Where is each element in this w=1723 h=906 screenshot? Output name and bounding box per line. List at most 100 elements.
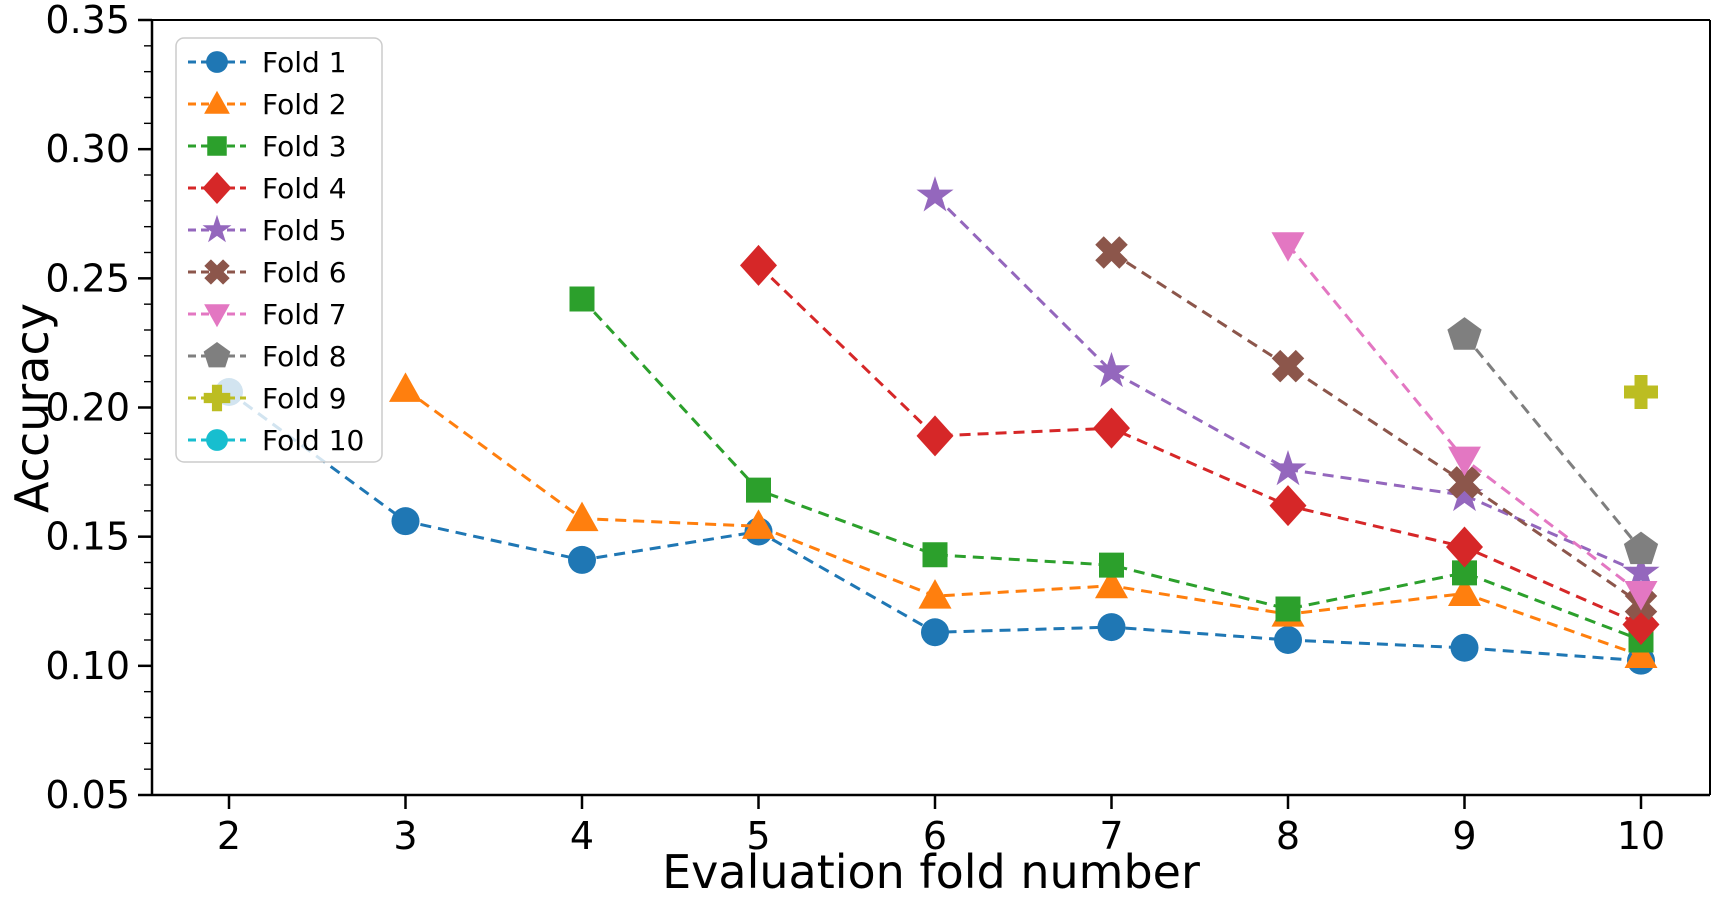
data-point-diamond (1446, 526, 1483, 568)
y-axis-label: Accuracy (5, 303, 59, 513)
legend-item-fold-2: Fold 2 (188, 88, 347, 121)
data-point-square (746, 477, 771, 503)
x-tick-label: 2 (217, 814, 241, 858)
data-point-square (922, 542, 948, 568)
series-fold-8 (1447, 317, 1659, 565)
data-point-pentagon (1447, 317, 1482, 350)
data-point-triangle-up (565, 501, 599, 532)
legend-label: Fold 2 (262, 88, 347, 121)
y-tick-label: 0.05 (45, 773, 130, 817)
series-line (1110, 251, 1642, 606)
x-tick-label: 7 (1099, 814, 1123, 858)
data-series-group (215, 176, 1660, 675)
data-point-diamond (1269, 485, 1307, 527)
legend: Fold 1 Fold 2 Fold 3 Fold 4 Fold 5 Fold 6 Fold… (175, 37, 383, 463)
data-point-diamond (1093, 407, 1130, 449)
data-point-diamond (202, 172, 232, 204)
legend-item-fold-8: Fold 8 (188, 340, 347, 373)
data-point-pentagon (203, 341, 231, 368)
legend-item-fold-9: Fold 9 (188, 382, 347, 415)
data-point-square (569, 286, 595, 312)
data-point-star (916, 176, 954, 212)
data-point-triangle-up (1624, 638, 1658, 668)
data-point-circle (206, 51, 228, 73)
data-point-star (1269, 450, 1307, 486)
data-point-plus-thick (1624, 375, 1658, 409)
data-point-triangle-up (918, 579, 952, 609)
data-point-triangle-down (204, 304, 230, 328)
y-tick-label: 0.20 (45, 386, 130, 430)
y-tick-label: 0.35 (45, 0, 130, 42)
data-point-circle (1450, 633, 1479, 662)
series-fold-9 (1624, 375, 1658, 409)
x-tick-label: 3 (393, 814, 417, 858)
y-tick-label: 0.30 (45, 127, 130, 171)
legend-label: Fold 1 (262, 46, 347, 79)
x-tick-label: 4 (570, 814, 594, 858)
data-point-square (207, 136, 227, 156)
y-tick-label: 0.10 (45, 644, 130, 688)
x-tick-label: 10 (1617, 814, 1665, 858)
data-point-star (1445, 475, 1484, 512)
data-point-circle (206, 429, 228, 451)
x-tick-label: 6 (923, 814, 947, 858)
data-point-square (1275, 596, 1301, 622)
legend-label: Fold 5 (262, 214, 347, 247)
x-tick-label: 9 (1452, 814, 1476, 858)
x-axis-label: Evaluation fold number (662, 845, 1200, 899)
x-tick-label: 8 (1276, 814, 1300, 858)
legend-item-fold-1: Fold 1 (188, 46, 347, 79)
data-point-circle (568, 545, 596, 574)
data-point-star (202, 214, 232, 243)
data-point-circle (921, 618, 949, 647)
data-point-triangle-up (389, 372, 422, 402)
x-tick-label: 5 (746, 814, 770, 858)
y-tick-label: 0.15 (45, 515, 130, 559)
legend-label: Fold 8 (262, 340, 347, 373)
data-point-x-thick (1095, 236, 1128, 269)
data-point-triangle-up (742, 509, 775, 539)
data-point-triangle-up (1095, 568, 1128, 599)
data-point-pentagon (1623, 531, 1659, 565)
plot-area (152, 20, 1710, 795)
data-point-x-thick (1271, 349, 1305, 383)
legend-label: Fold 3 (262, 130, 347, 163)
data-point-square (1099, 552, 1124, 578)
data-point-square (1452, 560, 1477, 586)
data-point-triangle-up (1448, 576, 1481, 606)
data-point-circle (1274, 626, 1302, 654)
series-line (757, 264, 1642, 626)
data-point-diamond (916, 415, 954, 457)
data-point-plus-thick (203, 384, 231, 412)
data-point-triangle-down (1271, 232, 1305, 262)
legend-item-fold-10: Fold 10 (188, 424, 364, 457)
series-fold-3 (569, 286, 1654, 653)
data-point-triangle-down (1624, 581, 1658, 611)
legend-item-fold-4: Fold 4 (188, 172, 347, 205)
data-point-triangle-down (1448, 446, 1481, 477)
data-point-star (1092, 351, 1131, 388)
legend-label: Fold 10 (262, 424, 364, 457)
legend-item-fold-6: Fold 6 (188, 256, 347, 289)
axes-spines (150, 19, 1711, 797)
data-point-circle (391, 507, 420, 536)
legend-label: Fold 7 (262, 298, 347, 331)
legend-label: Fold 9 (262, 382, 347, 415)
y-axis-ticks: 0.05 0.10 0.15 0.20 0.25 0.30 0.35 (45, 0, 152, 817)
legend-label: Fold 6 (262, 256, 347, 289)
series-line (404, 388, 1642, 657)
data-point-x-thick (1448, 466, 1481, 499)
legend-item-fold-7: Fold 7 (188, 298, 347, 331)
series-fold-7 (1271, 232, 1658, 611)
y-tick-label: 0.25 (45, 256, 130, 300)
legend-item-fold-3: Fold 3 (188, 130, 347, 163)
data-point-triangle-up (204, 90, 230, 114)
legend-item-fold-5: Fold 5 (188, 214, 347, 247)
data-point-x-thick (204, 259, 230, 285)
data-point-diamond (740, 244, 777, 286)
legend-label: Fold 4 (262, 172, 347, 205)
x-axis-ticks: 2 3 4 5 6 7 8 9 10 (217, 795, 1665, 858)
data-point-circle (1097, 613, 1126, 642)
